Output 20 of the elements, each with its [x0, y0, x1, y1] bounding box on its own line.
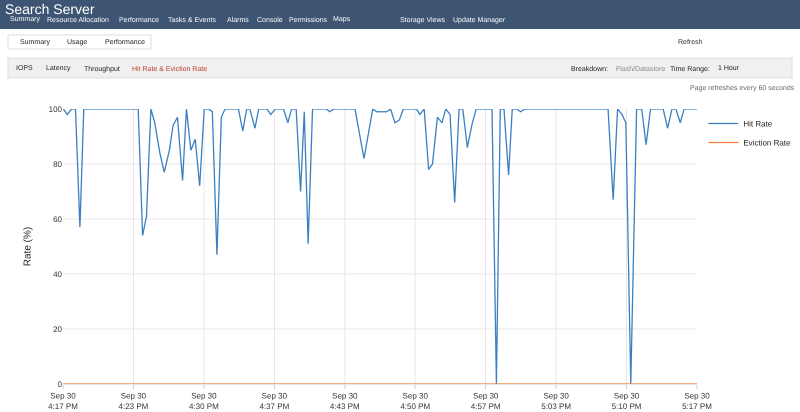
x-tick-label: Sep 30 4:37 PM: [259, 392, 290, 411]
x-tick-label: Sep 30 4:30 PM: [188, 392, 220, 411]
legend-label: Hit Rate: [743, 120, 773, 129]
y-tick-label: 20: [53, 324, 63, 334]
y-tick-label: 80: [53, 160, 63, 169]
legend-label: Eviction Rate: [743, 138, 792, 148]
x-tick-label: Sep 30 5:17 PM: [682, 392, 712, 411]
y-tick-label: 40: [53, 270, 63, 279]
chart-title: Search Server: [5, 0, 95, 17]
y-axis-title: Rate (%): [22, 226, 34, 266]
x-tick-label: Sep 30 4:57 PM: [470, 392, 501, 411]
x-tick-label: Sep 30 4:17 PM: [48, 392, 78, 411]
y-tick-label: 60: [53, 214, 63, 224]
x-tick-label: Sep 30 5:03 PM: [541, 392, 572, 411]
x-tick-label: Sep 30 4:43 PM: [330, 392, 360, 411]
y-tick-label: 100: [48, 104, 63, 114]
x-tick-label: Sep 30 4:23 PM: [118, 392, 149, 411]
y-tick-label: 0: [58, 380, 63, 389]
x-tick-label: Sep 30 4:50 PM: [400, 392, 430, 411]
x-tick-label: Sep 30 5:10 PM: [612, 392, 642, 411]
